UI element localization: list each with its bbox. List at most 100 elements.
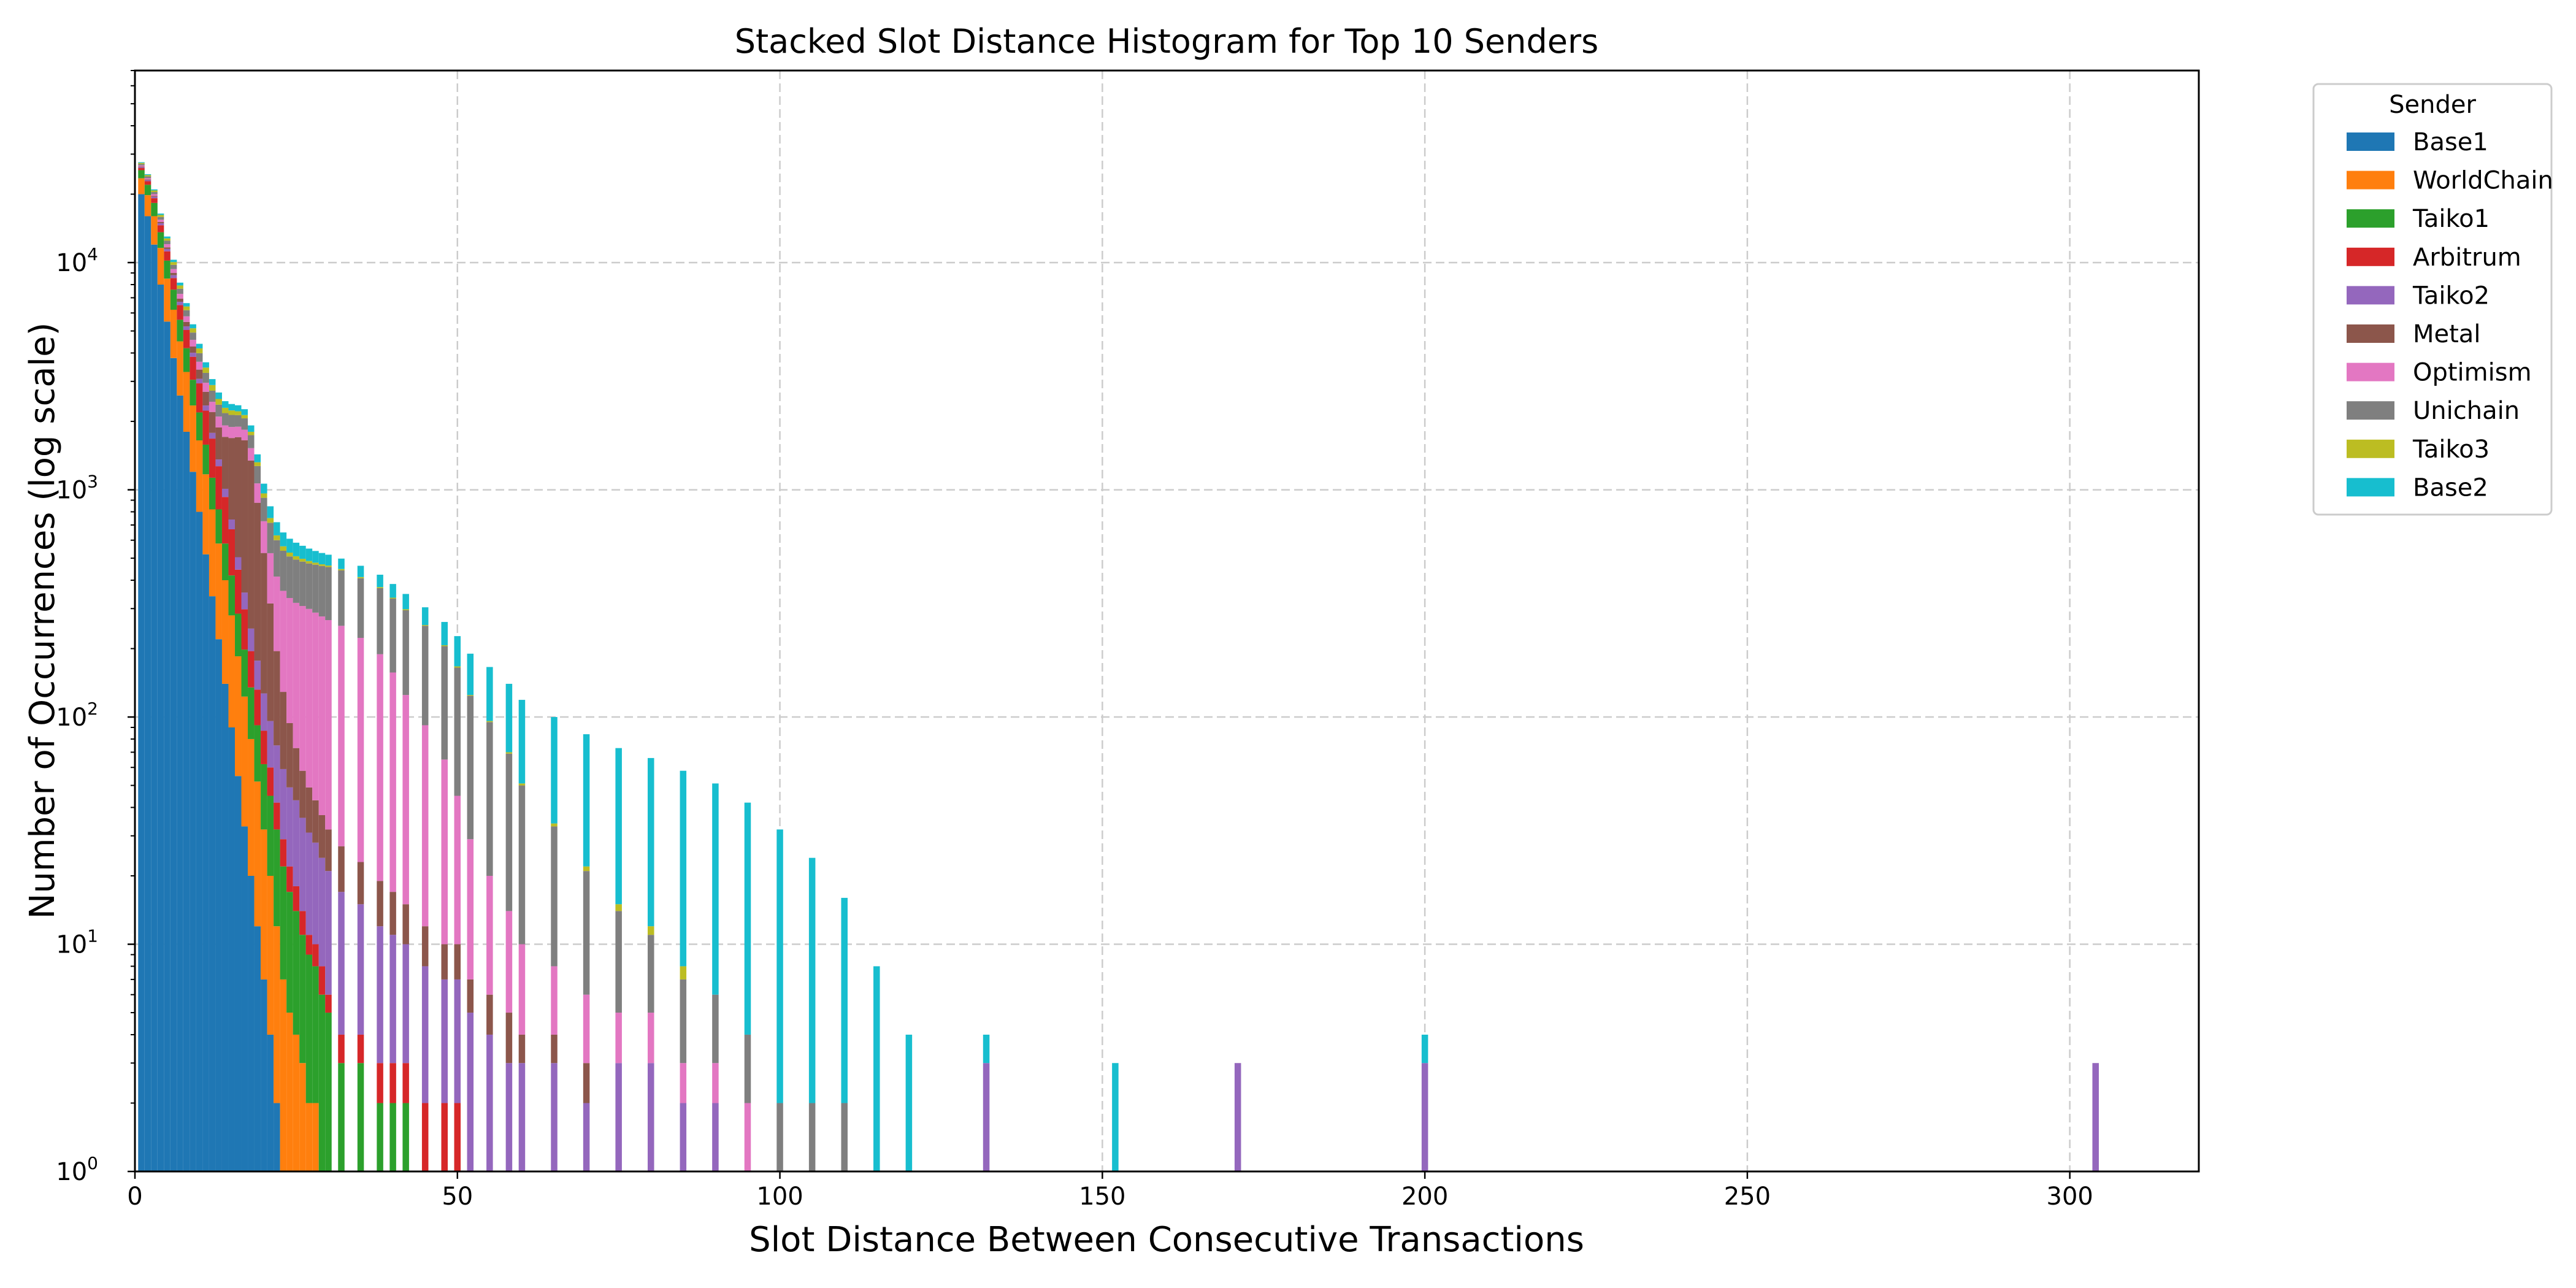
bar-segment — [286, 866, 293, 892]
bar-segment — [421, 607, 429, 626]
bar-segment — [1112, 1063, 1119, 1171]
bar-segment — [841, 897, 848, 1103]
bar-segment — [299, 935, 306, 1064]
bar-segment — [312, 944, 319, 967]
bar-segment — [215, 427, 222, 460]
bar-segment — [421, 626, 429, 726]
bar-segment — [299, 545, 306, 559]
bar-segment — [454, 1103, 461, 1171]
bar-segment — [305, 832, 313, 935]
bar-segment — [338, 570, 345, 626]
bar-segment — [261, 764, 267, 830]
bar-segment — [2092, 1063, 2099, 1171]
bar-segment — [454, 944, 461, 979]
bar-segment — [151, 189, 158, 191]
bar-segment — [286, 892, 293, 1013]
bar-segment — [261, 483, 267, 494]
bar-segment — [196, 512, 203, 1171]
bar-segment — [241, 440, 248, 593]
bar-segment — [183, 321, 190, 327]
bar-segment — [228, 575, 235, 616]
legend-label: Metal — [2413, 320, 2480, 348]
bar-segment — [312, 966, 319, 1103]
bar-segment — [228, 415, 235, 427]
bar-segment — [164, 244, 171, 248]
bar-segment — [221, 413, 229, 426]
bar-segment — [267, 875, 274, 1035]
bar-segment — [202, 391, 209, 406]
bar-segment — [293, 886, 300, 911]
bar-segment — [261, 829, 267, 979]
legend-swatch — [2347, 401, 2394, 420]
bar-segment — [254, 483, 261, 503]
bar-segment — [138, 167, 145, 171]
bar-segment — [183, 372, 190, 432]
bar-segment — [808, 857, 816, 1103]
bar-segment — [647, 935, 654, 1013]
bar-segment — [164, 278, 171, 322]
bar-segment — [325, 620, 332, 830]
bar-segment — [505, 753, 513, 911]
bar-segment — [157, 221, 164, 223]
y-tick-label: 100 — [56, 1153, 98, 1186]
bar-segment — [357, 862, 364, 905]
bar-segment — [280, 692, 287, 769]
bar-segment — [318, 553, 326, 565]
bar-segment — [402, 1063, 409, 1103]
bar-segment — [274, 926, 280, 1103]
bar-segment — [293, 748, 300, 800]
bar-segment — [241, 609, 248, 650]
bar-segment — [389, 892, 396, 935]
bar-segment — [157, 213, 164, 215]
bar-segment — [518, 700, 526, 784]
bar-segment — [583, 871, 590, 995]
bar-segment — [144, 216, 151, 1171]
bar-segment — [164, 260, 171, 279]
bar-segment — [389, 1063, 396, 1103]
bar-segment — [305, 935, 313, 955]
bar-segment — [190, 356, 196, 380]
bar-segment — [138, 163, 145, 164]
bar-segment — [305, 954, 313, 1103]
bar-segment — [441, 1103, 448, 1171]
bar-segment — [983, 1063, 990, 1171]
bar-segment — [357, 638, 364, 862]
bar-segment — [280, 866, 287, 979]
bar-segment — [196, 440, 203, 512]
bar-segment — [518, 783, 526, 786]
bar-segment — [221, 497, 229, 544]
bar-segment — [280, 546, 287, 551]
bar-segment — [280, 769, 287, 840]
bar-segment — [151, 198, 158, 203]
bar-segment — [318, 565, 326, 617]
bar-segment — [338, 892, 345, 1035]
bar-segment — [248, 435, 255, 448]
bar-segment — [441, 944, 448, 979]
bar-segment — [486, 1034, 493, 1171]
bar-segment — [389, 584, 396, 598]
bar-segment — [248, 875, 255, 1171]
y-tick-exponent: 1 — [87, 926, 98, 946]
legend-swatch — [2347, 286, 2394, 305]
bar-segment — [196, 348, 203, 353]
bar-segment — [615, 1013, 622, 1064]
bar-segment — [157, 217, 164, 220]
bar-segment — [325, 829, 332, 872]
legend-label: Taiko3 — [2412, 435, 2490, 464]
bar-segment — [215, 543, 222, 640]
y-tick-exponent: 3 — [87, 472, 98, 492]
bar-segment — [305, 787, 313, 833]
y-axis-label: Number of Occurrences (log scale) — [23, 323, 63, 919]
bar-segment — [680, 966, 687, 979]
bar-segment — [551, 823, 558, 827]
bar-segment — [190, 347, 196, 353]
bar-segment — [357, 578, 364, 638]
bar-segment — [209, 439, 216, 478]
bar-segment — [151, 194, 158, 196]
bar-segment — [583, 1103, 590, 1171]
bar-segment — [583, 866, 590, 872]
bar-segment — [196, 412, 203, 440]
bar-segment — [177, 341, 183, 396]
y-tick-label: 102 — [56, 699, 98, 732]
